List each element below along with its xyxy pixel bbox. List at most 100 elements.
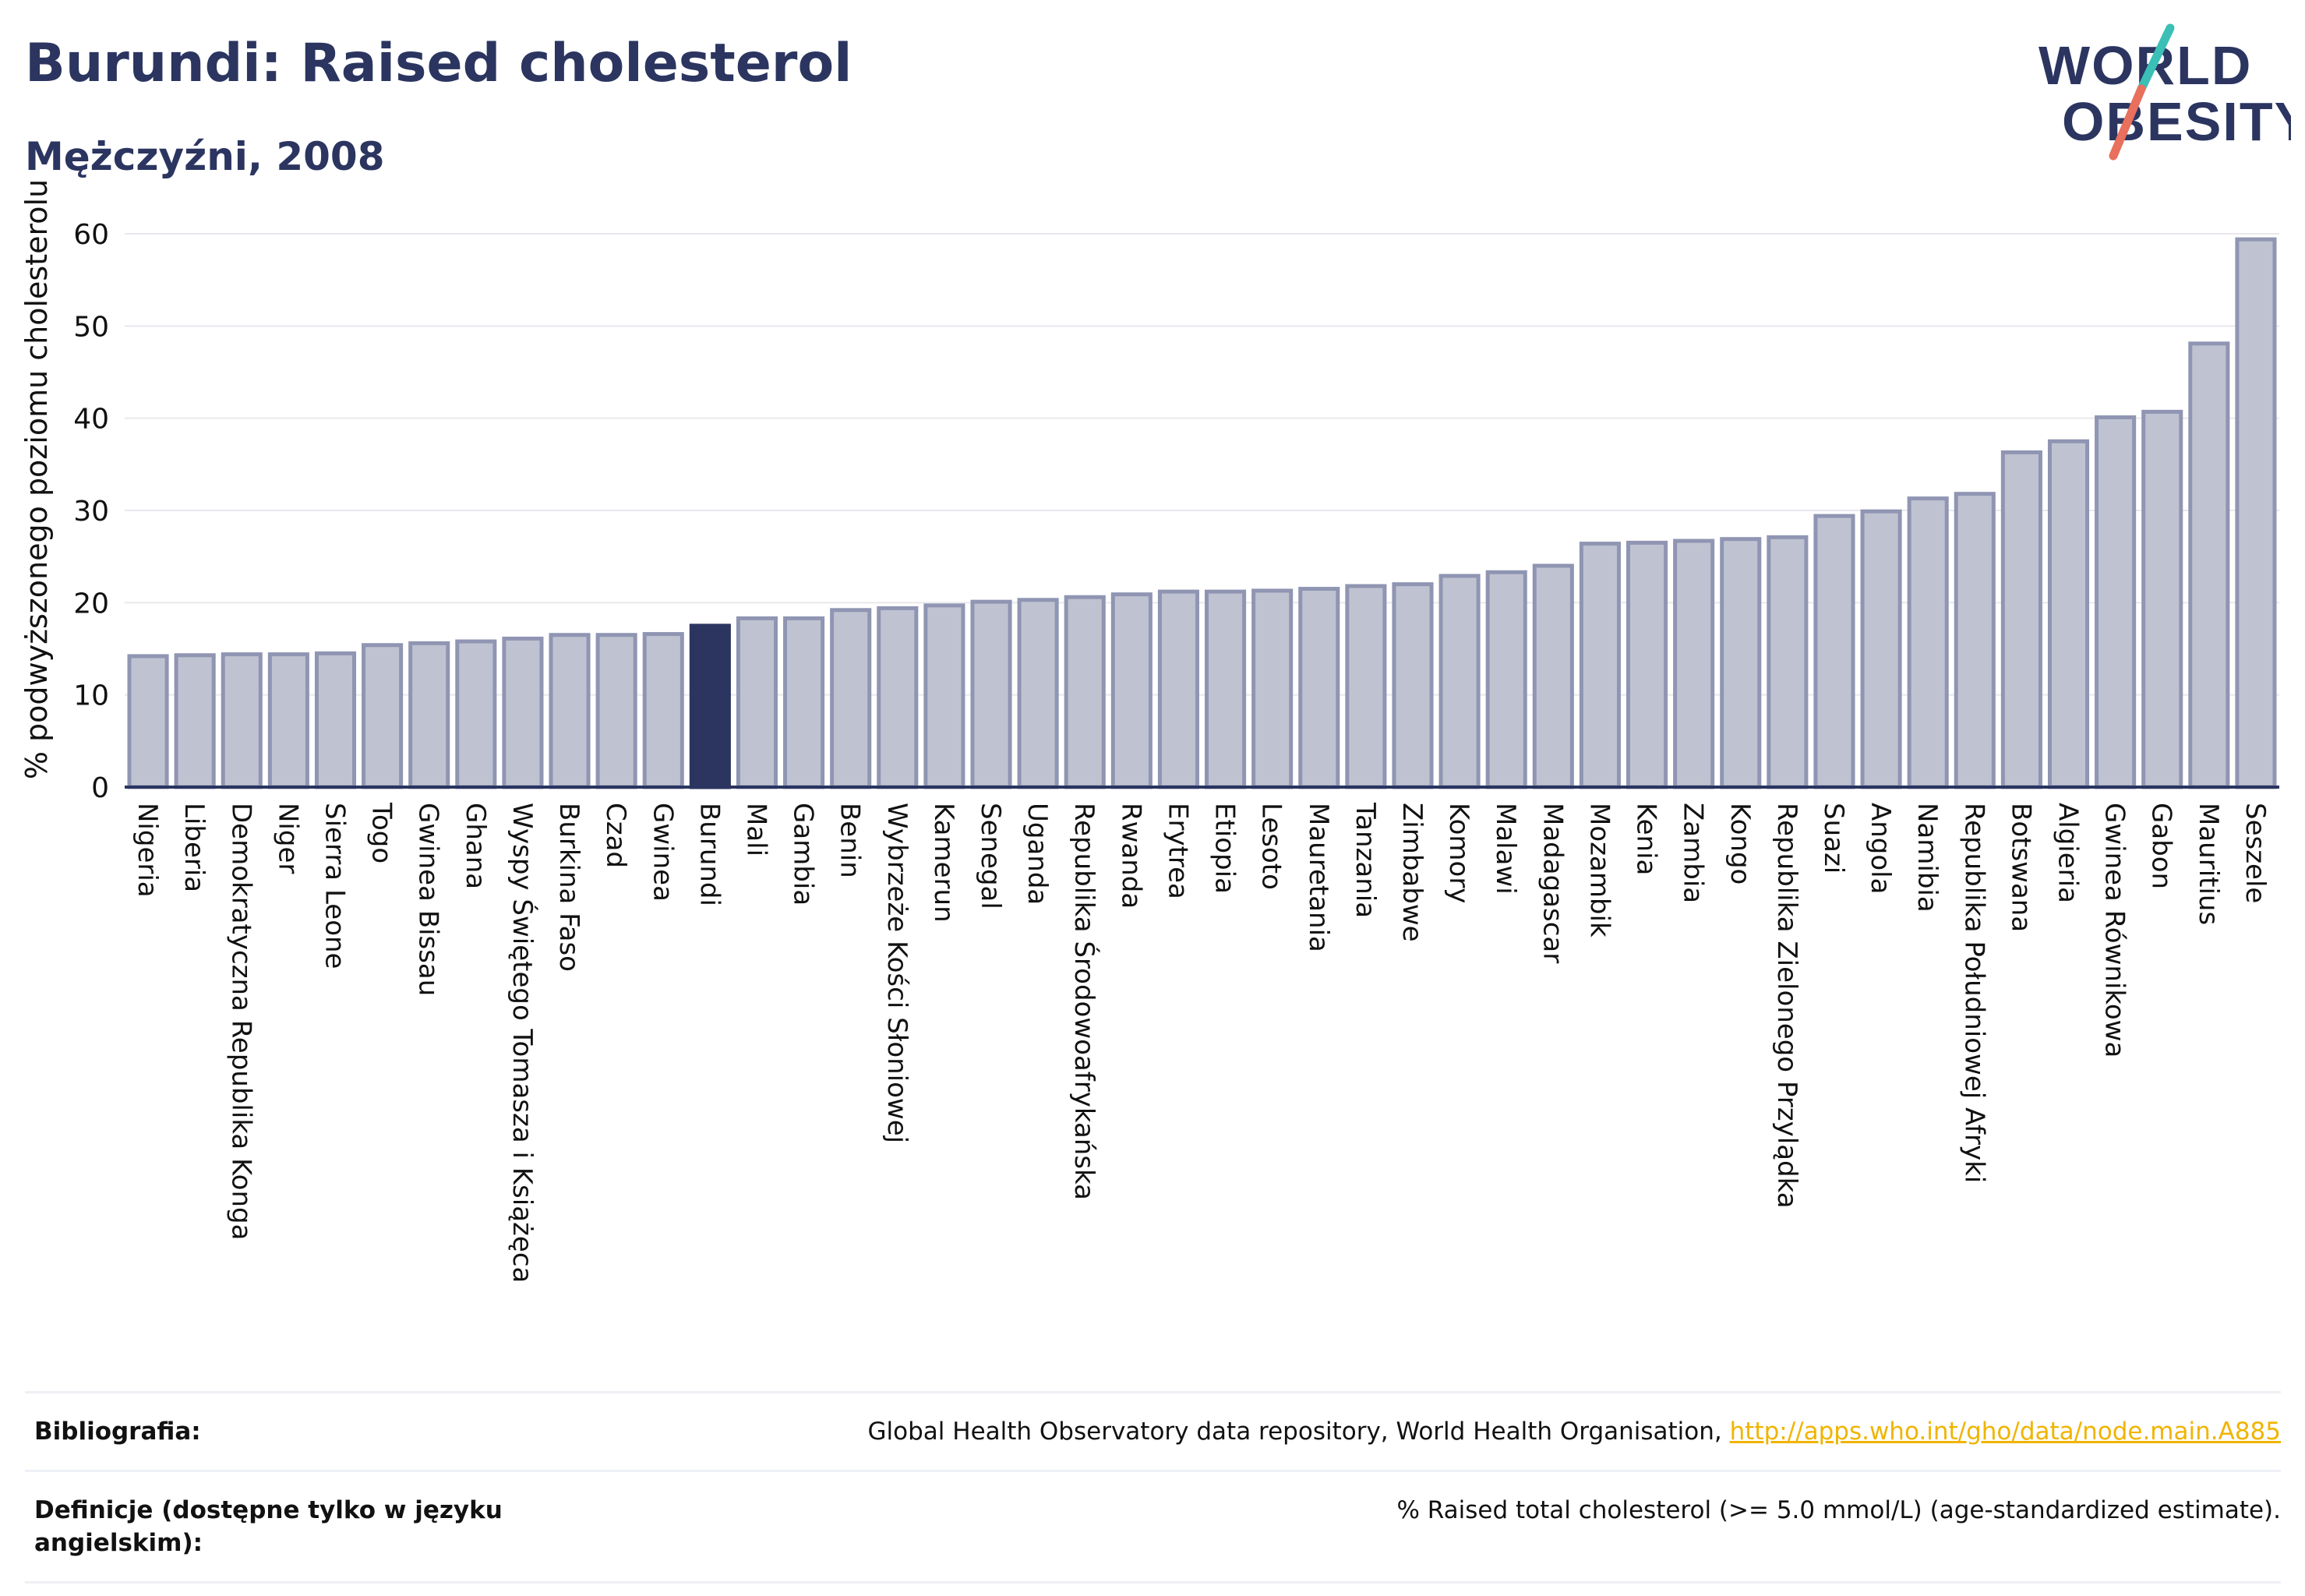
bar[interactable]: [736, 616, 778, 789]
bar[interactable]: [314, 651, 357, 789]
x-tick-label: Zambia: [1678, 803, 1709, 903]
bar[interactable]: [2235, 237, 2277, 789]
bar[interactable]: [127, 654, 169, 789]
x-tick-label: Gambia: [788, 803, 819, 906]
bar[interactable]: [1767, 535, 1809, 789]
chart-title: Burundi: Raised cholesterol: [25, 33, 852, 94]
y-axis-title: % podwyższonego poziomu cholesterolu: [19, 179, 54, 779]
x-axis-labels: Nigeria Liberia Demokratyczna Republika Ko…: [132, 802, 2271, 1283]
bar[interactable]: [267, 652, 309, 789]
bar[interactable]: [1392, 582, 1434, 789]
definitions-label: Definicje (dostępne tylko w języku angie…: [34, 1496, 503, 1557]
bar[interactable]: [221, 652, 263, 789]
bar[interactable]: [1532, 563, 1574, 789]
bibliography-value: Global Health Observatory data repositor…: [868, 1415, 2281, 1448]
x-tick-label: Erytrea: [1162, 803, 1193, 899]
bar[interactable]: [1954, 492, 1996, 789]
bar[interactable]: [502, 636, 544, 789]
bar[interactable]: [877, 606, 919, 789]
bar[interactable]: [1720, 537, 1762, 789]
y-tick-label: 10: [73, 680, 109, 712]
bibliography-text: Global Health Observatory data repositor…: [867, 1418, 1730, 1446]
x-tick-label: Lesoto: [1256, 803, 1287, 890]
definitions-row: Definicje (dostępne tylko w języku angie…: [25, 1472, 2281, 1584]
bar-highlighted[interactable]: [689, 623, 731, 789]
bar[interactable]: [1626, 540, 1668, 789]
sources-table: Bibliografia: Global Health Observatory …: [25, 1391, 2281, 1584]
chart-subtitle: Mężczyźni, 2008: [25, 134, 385, 179]
bar[interactable]: [1157, 589, 1199, 789]
bar[interactable]: [1485, 570, 1527, 789]
bar[interactable]: [1579, 542, 1621, 789]
x-tick-label: Togo: [366, 802, 397, 863]
bibliography-row: Bibliografia: Global Health Observatory …: [25, 1393, 2281, 1472]
x-tick-label: Botswana: [2005, 803, 2036, 932]
x-tick-label: Republika Zielonego Przylądka: [1771, 803, 1802, 1209]
x-tick-label: Suazi: [1818, 803, 1849, 874]
y-tick-label: 40: [73, 404, 109, 436]
bar[interactable]: [1907, 496, 1949, 789]
bar[interactable]: [455, 639, 497, 789]
bar[interactable]: [2188, 341, 2230, 789]
x-tick-label: Tanzania: [1350, 802, 1381, 918]
bar[interactable]: [1438, 574, 1481, 789]
bar[interactable]: [1298, 587, 1340, 789]
x-tick-label: Benin: [835, 803, 866, 878]
bar[interactable]: [1205, 589, 1247, 789]
bar[interactable]: [1813, 514, 1855, 789]
bar[interactable]: [595, 633, 637, 789]
y-tick-label: 20: [73, 588, 109, 620]
x-tick-label: Madagascar: [1537, 803, 1568, 963]
bar[interactable]: [174, 653, 216, 789]
x-tick-label: Rwanda: [1115, 803, 1146, 909]
x-tick-label: Gabon: [2146, 803, 2177, 889]
world-obesity-logo[interactable]: WORLD OBESITY: [2026, 22, 2291, 170]
bar[interactable]: [1017, 598, 1059, 789]
bar[interactable]: [362, 643, 404, 789]
bar[interactable]: [1860, 509, 1902, 789]
x-tick-label: Seszele: [2240, 803, 2271, 903]
bar[interactable]: [408, 641, 450, 789]
x-tick-label: Komory: [1443, 803, 1474, 903]
bar[interactable]: [1345, 584, 1387, 789]
bar[interactable]: [2000, 450, 2042, 789]
y-tick-label: 0: [91, 772, 109, 804]
bibliography-label: Bibliografia:: [34, 1418, 201, 1446]
x-tick-label: Wybrzeże Kości Słoniowej: [881, 803, 912, 1143]
bar[interactable]: [1251, 588, 1294, 789]
bar[interactable]: [923, 603, 965, 789]
x-tick-label: Kamerun: [928, 803, 959, 923]
bar[interactable]: [2095, 415, 2137, 789]
x-tick-label: Gwinea Równikowa: [2099, 803, 2130, 1058]
bar[interactable]: [2047, 439, 2090, 789]
logo-slash-teal: [2137, 23, 2175, 94]
x-tick-label: Liberia: [178, 803, 210, 892]
bar[interactable]: [2141, 409, 2183, 789]
bar[interactable]: [1064, 595, 1106, 789]
bar[interactable]: [783, 616, 825, 789]
y-tick-label: 60: [73, 219, 109, 251]
bar-chart: 0 10 20 30 40 50 60 Nigeria Liberia Demokratyczn…: [19, 179, 2279, 1283]
bar[interactable]: [1110, 592, 1152, 789]
y-tick-label: 30: [73, 496, 109, 528]
x-tick-label: Demokratyczna Republika Konga: [225, 803, 256, 1240]
bars: [127, 237, 2277, 789]
x-tick-label: Nigeria: [132, 803, 163, 898]
x-tick-label: Malawi: [1490, 803, 1521, 895]
x-tick-label: Republika Południowej Afryki: [1958, 803, 1989, 1183]
x-tick-label: Kongo: [1724, 803, 1756, 885]
x-tick-label: Uganda: [1022, 803, 1053, 905]
x-tick-label: Mauritius: [2193, 803, 2224, 925]
bar[interactable]: [642, 632, 684, 789]
bar[interactable]: [970, 599, 1012, 789]
x-tick-label: Czad: [600, 803, 631, 868]
bar[interactable]: [830, 608, 872, 789]
x-tick-label: Burkina Faso: [553, 803, 584, 972]
bar[interactable]: [1673, 538, 1715, 789]
x-tick-label: Mozambik: [1583, 803, 1615, 937]
y-axis-labels: 0 10 20 30 40 50 60: [73, 219, 109, 804]
x-tick-label: Mali: [740, 803, 771, 856]
bibliography-link[interactable]: http://apps.who.int/gho/data/node.main.A…: [1729, 1418, 2281, 1446]
x-tick-label: Niger: [272, 803, 303, 874]
bar[interactable]: [549, 633, 591, 789]
